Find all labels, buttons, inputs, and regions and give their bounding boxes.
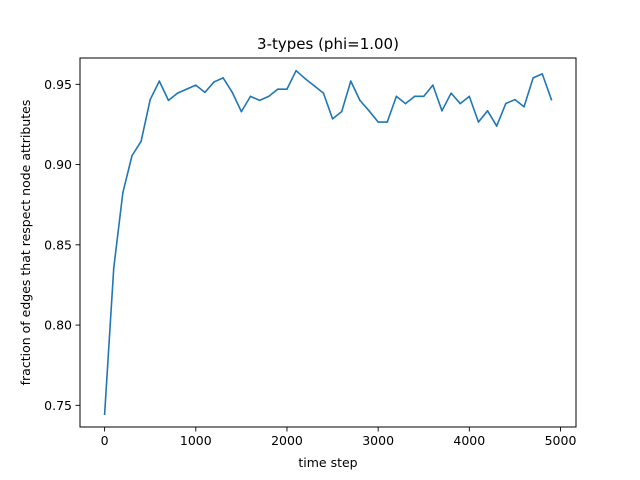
data-point xyxy=(231,91,234,94)
data-point xyxy=(167,99,170,102)
y-tick-label: 0.95 xyxy=(44,77,72,92)
y-tick-label: 0.90 xyxy=(44,157,72,172)
y-tick-label: 0.80 xyxy=(44,318,72,333)
data-point xyxy=(313,85,316,87)
data-point xyxy=(468,95,471,98)
data-point xyxy=(176,92,179,94)
data-point xyxy=(413,95,416,98)
x-tick-label: 5000 xyxy=(545,433,577,448)
data-point xyxy=(377,121,379,123)
data-point xyxy=(504,102,507,105)
data-point xyxy=(213,81,215,83)
data-point xyxy=(204,91,206,94)
x-axis-label: time step xyxy=(298,455,357,470)
y-tick-label: 0.85 xyxy=(44,237,72,252)
data-point xyxy=(514,98,516,101)
data-point xyxy=(286,88,288,90)
x-tick-label: 3000 xyxy=(362,433,394,448)
data-point xyxy=(432,84,434,86)
y-axis-label: fraction of edges that respect node attr… xyxy=(18,100,33,386)
y-tick-label: 0.75 xyxy=(44,398,72,413)
data-point xyxy=(349,80,352,82)
data-point xyxy=(158,80,161,82)
data-point xyxy=(386,121,389,123)
data-point xyxy=(304,77,307,80)
data-point xyxy=(404,102,407,105)
x-tick-label: 0 xyxy=(101,433,109,448)
data-point xyxy=(194,84,197,86)
data-point xyxy=(532,77,534,79)
data-point xyxy=(422,95,425,98)
chart-title: 3-types (phi=1.00) xyxy=(257,35,399,53)
data-point xyxy=(122,191,124,194)
data-point xyxy=(441,110,443,112)
data-point xyxy=(112,267,115,269)
data-point xyxy=(495,125,498,127)
series-layer xyxy=(103,69,553,416)
x-tick-label: 2000 xyxy=(271,433,303,448)
ticks-layer: 0 1000 2000 3000 4000 5000 0.75 0.80 0.85 0.90 0.9… xyxy=(44,77,576,448)
data-point xyxy=(249,95,252,98)
data-point xyxy=(477,121,480,123)
data-point xyxy=(523,105,525,108)
data-point xyxy=(149,98,152,101)
data-point xyxy=(450,92,452,94)
data-point xyxy=(258,99,261,102)
data-point xyxy=(359,99,361,102)
x-tick-label: 4000 xyxy=(453,433,485,448)
data-point xyxy=(550,98,553,101)
data-point xyxy=(222,77,224,79)
data-point xyxy=(277,88,279,90)
data-point xyxy=(103,413,106,415)
data-point xyxy=(185,88,188,90)
data-point xyxy=(541,73,544,75)
data-point xyxy=(459,102,462,105)
x-tick-label: 1000 xyxy=(180,433,212,448)
data-point xyxy=(340,110,343,113)
data-point xyxy=(131,154,133,157)
data-point xyxy=(486,110,489,112)
data-point xyxy=(267,95,270,98)
data-point xyxy=(295,69,297,72)
data-point xyxy=(322,92,325,94)
data-point xyxy=(331,118,334,120)
data-point xyxy=(140,140,142,143)
data-point xyxy=(240,110,243,113)
plot-frame xyxy=(79,57,577,428)
data-point xyxy=(395,95,398,98)
series-line xyxy=(103,69,553,416)
data-point xyxy=(368,110,370,112)
